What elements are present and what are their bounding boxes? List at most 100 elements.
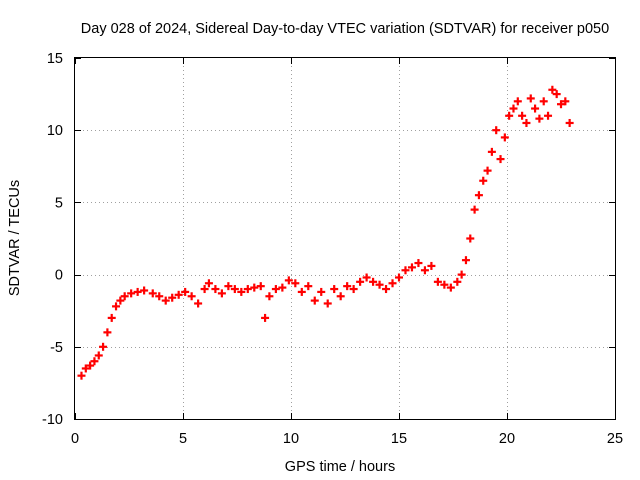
data-point (414, 259, 423, 268)
x-tick-label: 10 (283, 431, 299, 447)
data-point (513, 97, 522, 106)
data-point (330, 285, 339, 294)
data-point (466, 234, 475, 243)
data-point (256, 282, 265, 291)
data-point (103, 328, 112, 337)
data-point (483, 166, 492, 175)
data-point (77, 371, 86, 380)
data-point (492, 126, 501, 135)
data-point (181, 287, 190, 296)
data-point (237, 287, 246, 296)
data-point (323, 299, 332, 308)
data-point (557, 100, 565, 109)
data-point (539, 97, 548, 106)
data-point (211, 285, 220, 294)
data-point (174, 290, 183, 299)
y-tick-label: 15 (47, 51, 63, 67)
data-point (112, 302, 121, 311)
data-point (407, 263, 416, 272)
data-point (369, 277, 378, 286)
data-point (479, 176, 488, 185)
data-point (161, 296, 170, 305)
data-point (243, 285, 252, 294)
data-point (518, 111, 527, 120)
data-points (77, 85, 574, 380)
data-point (474, 191, 483, 200)
data-point (461, 256, 470, 265)
data-point (487, 147, 496, 156)
grid-lines (75, 58, 615, 419)
data-point (271, 285, 280, 294)
data-point (509, 104, 518, 113)
data-point (420, 266, 429, 275)
data-point (297, 287, 306, 296)
data-point (440, 280, 449, 289)
data-point (505, 111, 514, 120)
data-point (535, 114, 544, 123)
x-tick-label: 15 (391, 431, 407, 447)
y-tick-label: 10 (47, 123, 63, 139)
x-tick-label: 0 (71, 431, 79, 447)
data-point (565, 118, 574, 127)
data-point (187, 292, 196, 301)
data-point (230, 285, 239, 294)
data-point (250, 283, 259, 292)
data-point (544, 111, 553, 120)
y-tick-label: 0 (55, 268, 63, 284)
data-point (86, 361, 95, 370)
data-point (217, 289, 226, 298)
data-point (362, 273, 371, 282)
data-point (284, 276, 293, 285)
data-point (336, 292, 345, 301)
data-point (343, 282, 352, 291)
data-point (496, 155, 505, 164)
data-point (127, 289, 136, 298)
data-point (133, 287, 142, 296)
data-point (140, 286, 149, 295)
data-point (90, 357, 99, 366)
data-point (395, 273, 403, 282)
data-point (470, 205, 479, 214)
data-point (116, 296, 125, 305)
data-point (349, 285, 358, 294)
chart-title: Day 028 of 2024, Sidereal Day-to-day VTE… (81, 21, 609, 37)
data-point (356, 277, 365, 286)
data-point (278, 283, 287, 292)
data-point (94, 351, 103, 360)
x-axis-label: GPS time / hours (285, 459, 395, 475)
axis-ticks (75, 58, 616, 420)
data-point (375, 280, 384, 289)
data-point (388, 279, 397, 288)
data-point (531, 104, 540, 113)
data-point (382, 285, 391, 294)
data-point (291, 279, 300, 288)
data-point (446, 283, 455, 292)
y-tick-label: -5 (50, 340, 63, 356)
data-point (120, 292, 129, 301)
data-point (265, 292, 274, 301)
data-point (548, 85, 557, 94)
plot-frame (74, 57, 616, 420)
data-point (81, 364, 90, 373)
data-point (168, 293, 177, 302)
data-point (200, 285, 209, 294)
data-point (552, 90, 561, 99)
tick-labels: 0 5 10 15 20 25 -10 -5 0 5 10 15 (42, 51, 623, 447)
data-point (261, 313, 270, 322)
data-point (433, 277, 442, 286)
data-point (304, 282, 313, 291)
data-point (155, 292, 164, 301)
y-axis-label: SDTVAR / TECUs (7, 180, 23, 296)
data-point (401, 266, 410, 275)
data-point (99, 342, 108, 351)
data-point (453, 277, 462, 286)
data-point (204, 279, 213, 288)
y-tick-label: 5 (55, 195, 63, 211)
data-point (224, 282, 233, 291)
data-point (427, 261, 436, 270)
data-point (526, 94, 535, 103)
y-tick-label: -10 (42, 412, 63, 428)
x-tick-label: 20 (499, 431, 515, 447)
data-point (317, 287, 326, 296)
